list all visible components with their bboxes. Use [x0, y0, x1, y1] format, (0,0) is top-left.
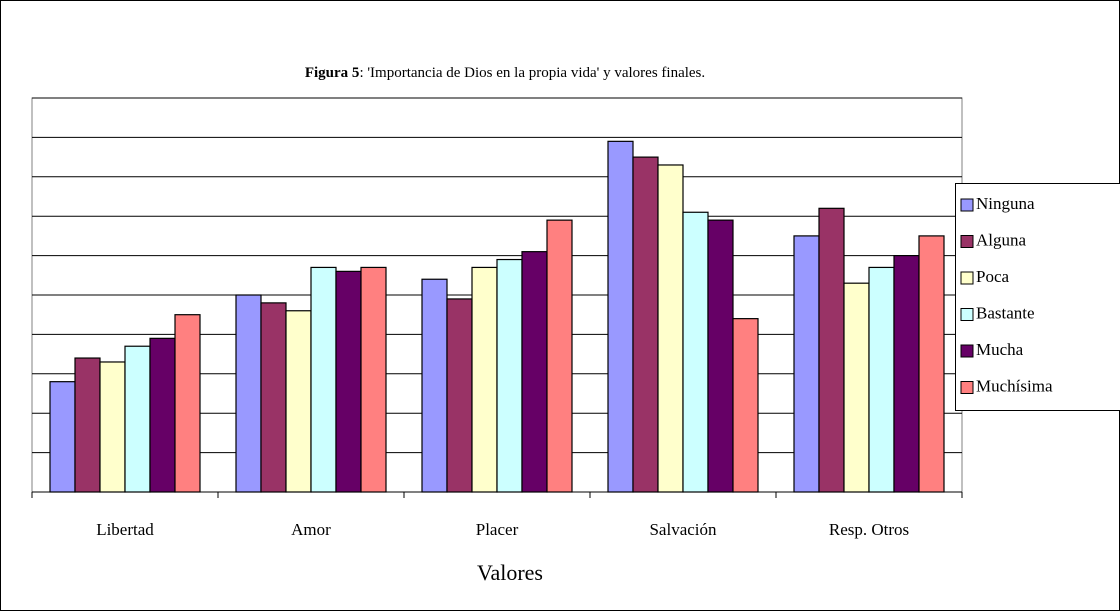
- bar: [918, 235, 945, 493]
- title-text: : 'Importancia de Dios en la propia vida…: [359, 65, 705, 81]
- legend-swatch: [960, 198, 974, 212]
- legend-swatch: [960, 271, 974, 285]
- bar: [310, 266, 337, 493]
- bar: [818, 207, 845, 493]
- legend-box: [955, 183, 1120, 411]
- bar: [657, 164, 684, 493]
- bar: [868, 266, 895, 493]
- bar: [235, 294, 262, 493]
- x-tick-label: Libertad: [96, 520, 154, 539]
- title-label: Figura 5: [305, 65, 360, 81]
- bar: [471, 266, 498, 493]
- bar: [74, 357, 101, 493]
- legend-label: Mucha: [976, 340, 1024, 359]
- bar: [49, 381, 76, 493]
- bar: [124, 345, 151, 493]
- bar: [546, 219, 573, 493]
- bar: [793, 235, 820, 493]
- bar: [149, 337, 176, 493]
- legend-label: Muchísima: [976, 376, 1053, 395]
- bar: [496, 258, 523, 493]
- legend-swatch: [960, 235, 974, 248]
- bar: [446, 298, 473, 493]
- bar: [632, 156, 659, 493]
- bar: [421, 278, 448, 493]
- bar: [732, 318, 759, 493]
- bar: [335, 270, 362, 493]
- x-axis-label: Valores: [477, 560, 543, 585]
- bar: [707, 219, 734, 493]
- legend-label: Alguna: [976, 230, 1027, 249]
- legend-swatch: [960, 381, 974, 394]
- x-tick-label: Amor: [291, 520, 331, 539]
- bar: [174, 314, 201, 493]
- bar: [360, 266, 387, 493]
- legend-label: Poca: [976, 267, 1010, 286]
- legend-swatch: [960, 344, 974, 358]
- legend-label: Bastante: [976, 303, 1035, 322]
- bar: [682, 211, 709, 493]
- bar: [260, 302, 287, 493]
- chart-title: Figura 5: 'Importancia de Dios en la pro…: [305, 65, 705, 81]
- legend-label: Ninguna: [976, 194, 1035, 213]
- x-tick-label: Placer: [476, 520, 519, 539]
- bar: [843, 282, 870, 493]
- x-tick-label: Resp. Otros: [829, 520, 909, 539]
- bar: [893, 255, 920, 493]
- bar: [285, 310, 312, 493]
- legend-swatch: [960, 308, 974, 321]
- bar: [99, 361, 126, 493]
- bar: [607, 140, 634, 493]
- x-tick-label: Salvación: [649, 520, 717, 539]
- bar: [521, 251, 548, 493]
